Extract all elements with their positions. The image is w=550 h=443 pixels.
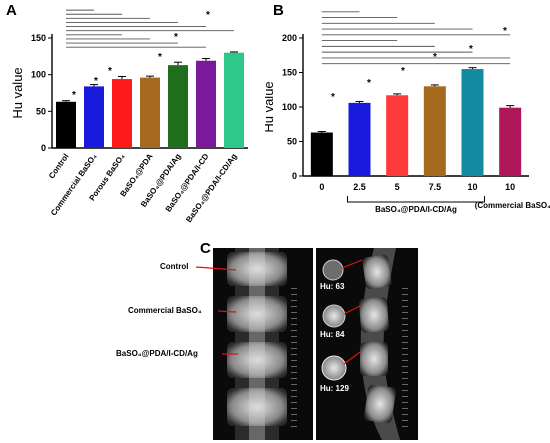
bar: [461, 69, 484, 176]
bar: [499, 107, 522, 176]
significance-star: *: [72, 90, 76, 101]
panel-c-letter: C: [200, 240, 211, 257]
label-composite: BaSO₄@PDA/I-CD/Ag: [116, 349, 198, 358]
x-tick-label: 10: [505, 182, 515, 192]
significance-star: *: [469, 44, 473, 55]
spine-left-drawing: [213, 248, 313, 440]
bar: [310, 132, 333, 176]
bar: [140, 77, 160, 148]
y-tick-label: 150: [31, 33, 46, 43]
bar: [348, 102, 371, 176]
y-axis-title: Hu value: [265, 81, 276, 132]
y-tick-label: 150: [282, 68, 297, 78]
bar: [423, 86, 446, 176]
significance-star: *: [331, 92, 335, 103]
significance-star: *: [108, 66, 112, 77]
x-tick-label: 10: [467, 182, 477, 192]
significance-star: *: [158, 52, 162, 63]
x-tick-label: 2.5: [353, 182, 366, 192]
significance-star: *: [503, 26, 507, 37]
bar: [168, 65, 188, 148]
bar: [112, 79, 132, 148]
hu-label-control: Hu: 63: [320, 282, 345, 291]
significance-star: *: [401, 66, 405, 77]
bar: [196, 60, 216, 148]
y-tick-label: 0: [41, 143, 46, 153]
panel-b-chart: B Hu value 0 50 100 150 200 0 2.5 5 7.5 10 10 * * * * * * B…: [265, 2, 550, 214]
panel-letter: A: [6, 2, 17, 19]
significance-star: *: [367, 78, 371, 89]
y-tick-label: 100: [31, 70, 46, 80]
x-tick-label: 5: [395, 182, 400, 192]
spine-right-drawing: [316, 248, 418, 440]
xray-image-left: [213, 248, 313, 440]
panel-c-xray: C Control Commercial BaSO₄ BaSO₄@PDA/I-C…: [116, 240, 548, 440]
panel-letter: B: [273, 2, 284, 19]
group-bracket: [347, 196, 485, 203]
hu-label-commercial: Hu: 84: [320, 330, 345, 339]
ruler-right: [402, 288, 408, 428]
disk-composite: [321, 355, 347, 381]
x-tick-label: 0: [319, 182, 324, 192]
bar: [224, 52, 244, 148]
significance-star: *: [206, 10, 210, 21]
y-tick-label: 50: [36, 106, 46, 116]
x-tick-label: Control: [47, 152, 71, 180]
group-label: BaSO₄@PDA/I-CD/Ag: [375, 205, 457, 214]
significance-star: *: [94, 76, 98, 87]
bar: [56, 101, 76, 148]
y-tick-label: 100: [282, 102, 297, 112]
x-tick-label: 7.5: [429, 182, 442, 192]
significance-star: *: [174, 32, 178, 43]
y-tick-label: 200: [282, 33, 297, 43]
x-tick-label: BaSO₄@PDA/I-CD/Ag: [184, 152, 238, 224]
label-control: Control: [160, 262, 189, 271]
hu-label-composite: Hu: 129: [320, 384, 349, 393]
xray-image-right: Hu: 63 Hu: 84 Hu: 129: [316, 248, 418, 440]
ruler-left: [291, 288, 297, 428]
y-tick-label: 0: [292, 171, 297, 181]
significance-star: *: [433, 52, 437, 63]
bar: [386, 95, 409, 176]
disk-commercial: [322, 304, 346, 328]
y-axis-title: Hu value: [10, 67, 25, 118]
bar: [84, 86, 104, 148]
y-tick-label: 50: [287, 137, 297, 147]
commercial-label: (Commercial BaSO₄): [475, 201, 550, 210]
label-commercial: Commercial BaSO₄: [128, 306, 202, 315]
disk-control: [322, 259, 344, 281]
